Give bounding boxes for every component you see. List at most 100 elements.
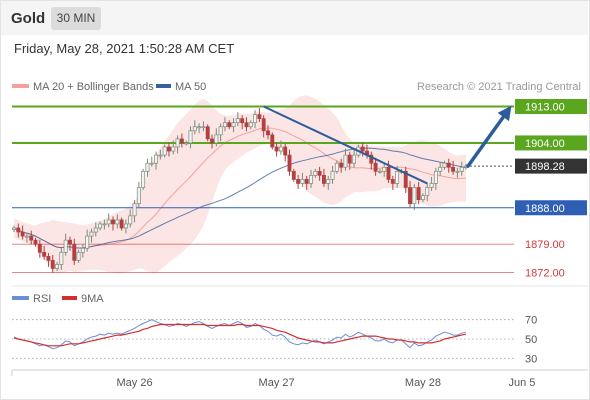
level-label-1904-00: 1904.00	[515, 135, 587, 151]
last-price-text: 1898.28	[525, 161, 565, 173]
candle-body	[412, 187, 417, 205]
rsi-legend-swatch	[12, 296, 29, 300]
last-price-tag	[515, 158, 587, 174]
moving-average-layer	[13, 147, 467, 249]
candle-body	[167, 146, 171, 152]
candle	[317, 166, 322, 181]
x-tick-label: Jun 5	[509, 377, 536, 389]
candle	[459, 161, 464, 176]
candle-body	[24, 235, 29, 238]
candle-body	[334, 162, 339, 172]
rsi-line	[13, 319, 467, 350]
candle	[50, 254, 55, 273]
candle-body	[46, 256, 51, 261]
candle-body	[261, 118, 266, 132]
candle	[390, 175, 395, 190]
level-label-1913-00: 1913.00	[515, 99, 587, 114]
level-lines	[12, 105, 514, 273]
candle-body	[442, 162, 447, 168]
projection-arrow-shaft	[466, 108, 510, 168]
candle	[72, 238, 77, 265]
candle-body	[296, 179, 301, 184]
x-tick-label: May 26	[116, 377, 152, 389]
candle-body	[188, 130, 193, 144]
candle	[89, 228, 94, 243]
candle	[136, 182, 141, 209]
candle	[403, 166, 408, 193]
timeframe-tab[interactable]: 30 MIN	[51, 7, 101, 30]
candle-body	[403, 170, 408, 188]
candle-body	[330, 170, 335, 180]
candle-body	[257, 114, 262, 119]
candle-body	[266, 130, 270, 136]
candle	[179, 133, 184, 148]
candle-body	[283, 146, 288, 156]
candle-body	[175, 138, 180, 148]
candle-body	[390, 179, 395, 184]
candle	[416, 182, 421, 205]
candle	[154, 151, 159, 170]
rsi-ma-legend-label: 9MA	[81, 293, 104, 305]
candle-body	[132, 203, 137, 217]
time-axis-labels: May 26 May 27 May 28 Jun 5	[116, 377, 535, 389]
candle	[24, 232, 29, 243]
candle-body	[291, 170, 296, 180]
candle-body	[317, 170, 322, 176]
candle	[283, 143, 288, 162]
copyright-label: Research © 2021 Trading Central	[417, 81, 581, 93]
candle	[261, 115, 266, 138]
candle-body	[33, 239, 38, 245]
candle	[291, 168, 296, 182]
ma50-legend-label: MA 50	[175, 81, 206, 93]
candle-body	[222, 122, 227, 128]
candle	[55, 262, 59, 271]
level-label-1888-00: 1888.00	[515, 200, 587, 216]
candle-body	[287, 154, 292, 172]
candle-body	[455, 170, 460, 173]
candle-body	[377, 170, 382, 173]
candle	[162, 144, 167, 158]
level-text: 1879.00	[525, 239, 565, 251]
candle	[98, 221, 103, 231]
candle	[369, 151, 374, 170]
candle	[222, 117, 227, 132]
candle-body	[201, 126, 206, 129]
datetime-label: Friday, May 28, 2021 1:50:28 AM CET	[14, 41, 235, 56]
candle-body	[313, 170, 318, 176]
candle	[205, 124, 210, 142]
candle-body	[446, 162, 451, 168]
candle-body	[171, 146, 176, 152]
rsi-tick-label: 70	[525, 315, 537, 327]
candle	[115, 214, 120, 229]
candle	[12, 225, 16, 233]
level-tag	[515, 135, 587, 151]
candle	[76, 249, 81, 263]
candle-body	[111, 219, 115, 225]
candle-body	[20, 231, 25, 237]
candle	[29, 230, 34, 245]
candle-body	[149, 162, 154, 165]
candle-body	[369, 154, 374, 164]
candle	[455, 167, 460, 178]
candle	[451, 160, 456, 175]
candle	[20, 225, 25, 240]
candle-body	[304, 179, 309, 184]
candle	[33, 237, 38, 247]
candle	[188, 126, 193, 149]
candle	[145, 158, 150, 177]
candle	[119, 217, 124, 231]
bollinger-legend-swatch	[12, 84, 29, 88]
candle-body	[119, 219, 124, 229]
candle	[334, 160, 339, 174]
rsi-ma-legend-swatch	[62, 296, 77, 300]
candle-body	[63, 239, 68, 253]
candle-body	[12, 227, 16, 230]
candle-body	[192, 126, 197, 132]
bollinger-band-layer	[13, 95, 467, 274]
candle	[68, 236, 72, 251]
candle-body	[395, 170, 400, 184]
candle-body	[59, 251, 64, 265]
candle	[210, 134, 214, 149]
candle	[266, 125, 270, 140]
level-labels: 1913.00 1904.00 1898.28 1888.00 1879.00 1872.…	[515, 99, 587, 280]
